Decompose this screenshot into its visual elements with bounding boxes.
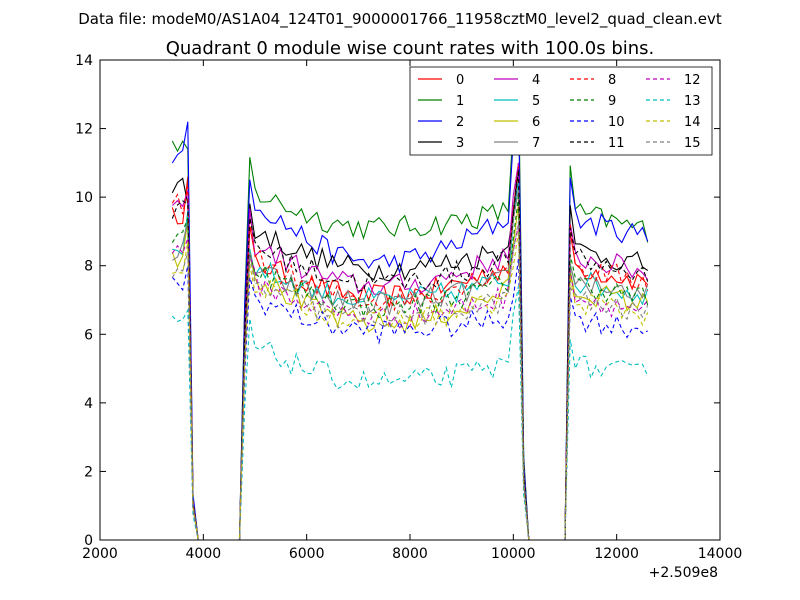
legend-label-12: 12 xyxy=(684,73,701,88)
legend-label-15: 15 xyxy=(684,136,701,151)
legend-label-0: 0 xyxy=(456,73,464,88)
x-offset-label: +2.509e8 xyxy=(649,565,718,581)
legend-label-5: 5 xyxy=(532,94,540,109)
series-line-3 xyxy=(171,162,649,540)
x-tick-label: 2000 xyxy=(82,546,118,562)
x-tick-label: 12000 xyxy=(594,546,639,562)
legend-label-14: 14 xyxy=(684,115,701,130)
y-tick-label: 8 xyxy=(84,259,93,275)
legend-label-2: 2 xyxy=(456,115,464,130)
x-tick-label: 6000 xyxy=(289,546,325,562)
x-tick-label: 4000 xyxy=(186,546,222,562)
legend-label-11: 11 xyxy=(608,136,625,151)
legend-label-10: 10 xyxy=(608,115,625,130)
y-tick-label: 2 xyxy=(84,464,93,480)
legend-label-3: 3 xyxy=(456,136,464,151)
series-line-13 xyxy=(171,286,649,540)
legend-label-9: 9 xyxy=(608,94,616,109)
axes: 2000 4000 6000 8000 10000 12000 14000024681012… xyxy=(75,53,742,562)
y-tick-label: 12 xyxy=(75,122,93,138)
y-tick-label: 0 xyxy=(84,533,93,549)
y-tick-label: 10 xyxy=(75,190,93,206)
legend-label-13: 13 xyxy=(684,94,701,109)
chart-suptitle: Data file: modeM0/AS1A04_124T01_90000017… xyxy=(78,10,722,29)
series-line-15 xyxy=(171,221,649,540)
x-tick-label: 8000 xyxy=(392,546,428,562)
plot-area xyxy=(171,73,649,540)
y-tick-label: 4 xyxy=(84,396,93,412)
x-tick-label: 10000 xyxy=(491,546,536,562)
legend-box xyxy=(409,66,713,156)
legend-label-8: 8 xyxy=(608,73,616,88)
legend-label-6: 6 xyxy=(532,115,540,130)
chart-title: Quadrant 0 module wise count rates with … xyxy=(166,38,655,59)
legend-label-7: 7 xyxy=(532,136,540,151)
legend-label-1: 1 xyxy=(456,94,464,109)
y-tick-label: 6 xyxy=(84,327,93,343)
legend-label-4: 4 xyxy=(532,73,540,88)
y-tick-label: 14 xyxy=(75,53,93,69)
x-tick-label: 14000 xyxy=(698,546,743,562)
